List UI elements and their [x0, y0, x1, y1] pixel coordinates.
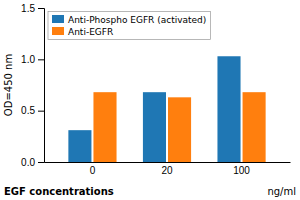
y-tick-label: 0.0 — [21, 157, 35, 168]
bar — [143, 92, 166, 162]
y-tick-label: 1.5 — [21, 3, 35, 14]
y-axis-title: OD=450 nm — [3, 54, 14, 116]
annotation: ng/ml — [267, 186, 296, 197]
x-tick-label: 100 — [233, 165, 250, 176]
bar — [168, 97, 191, 162]
y-tick-mark — [38, 111, 44, 112]
y-tick: 1.5 — [21, 3, 44, 14]
y-tick-mark — [38, 162, 44, 163]
x-tick: 100 — [233, 165, 250, 176]
x-tick: 20 — [161, 165, 173, 176]
x-tick: 0 — [90, 165, 96, 176]
y-tick: 0.0 — [21, 157, 44, 168]
bar — [243, 92, 266, 162]
bar — [217, 56, 240, 162]
x-tick-label: 0 — [90, 165, 96, 176]
x-tick-label: 20 — [161, 165, 173, 176]
plot: 0.0 0.5 1.0 1.5 0 20 100 Anti-Phospho EGFR (act… — [21, 3, 290, 176]
y-axis: 0.0 0.5 1.0 1.5 — [21, 3, 44, 168]
legend-label: Anti-EGFR — [68, 27, 113, 37]
legend-label: Anti-Phospho EGFR (activated) — [68, 15, 206, 25]
y-tick: 0.5 — [21, 105, 44, 116]
y-tick-mark — [38, 8, 44, 9]
legend-item: Anti-Phospho EGFR (activated) — [52, 15, 206, 25]
y-tick-mark — [38, 59, 44, 60]
bars — [68, 56, 265, 162]
y-tick-label: 0.5 — [21, 105, 35, 116]
series — [68, 56, 240, 162]
legend: Anti-Phospho EGFR (activated) Anti-EGFR — [48, 12, 210, 40]
x-axis: 0 20 100 — [45, 163, 291, 177]
legend-swatch — [52, 27, 64, 35]
series — [93, 92, 265, 162]
y-tick-label: 1.0 — [21, 54, 35, 65]
chart: 0.0 0.5 1.0 1.5 0 20 100 Anti-Phospho EGFR (act… — [0, 0, 300, 200]
legend-item: Anti-EGFR — [52, 27, 113, 37]
bar — [93, 92, 116, 162]
x-axis-line — [45, 162, 291, 163]
bar — [68, 130, 91, 162]
legend-swatch — [52, 15, 64, 23]
legend-box — [48, 12, 210, 40]
x-axis-title: EGF concentrations — [4, 186, 114, 197]
y-tick: 1.0 — [21, 54, 44, 65]
y-axis-line — [38, 9, 45, 163]
